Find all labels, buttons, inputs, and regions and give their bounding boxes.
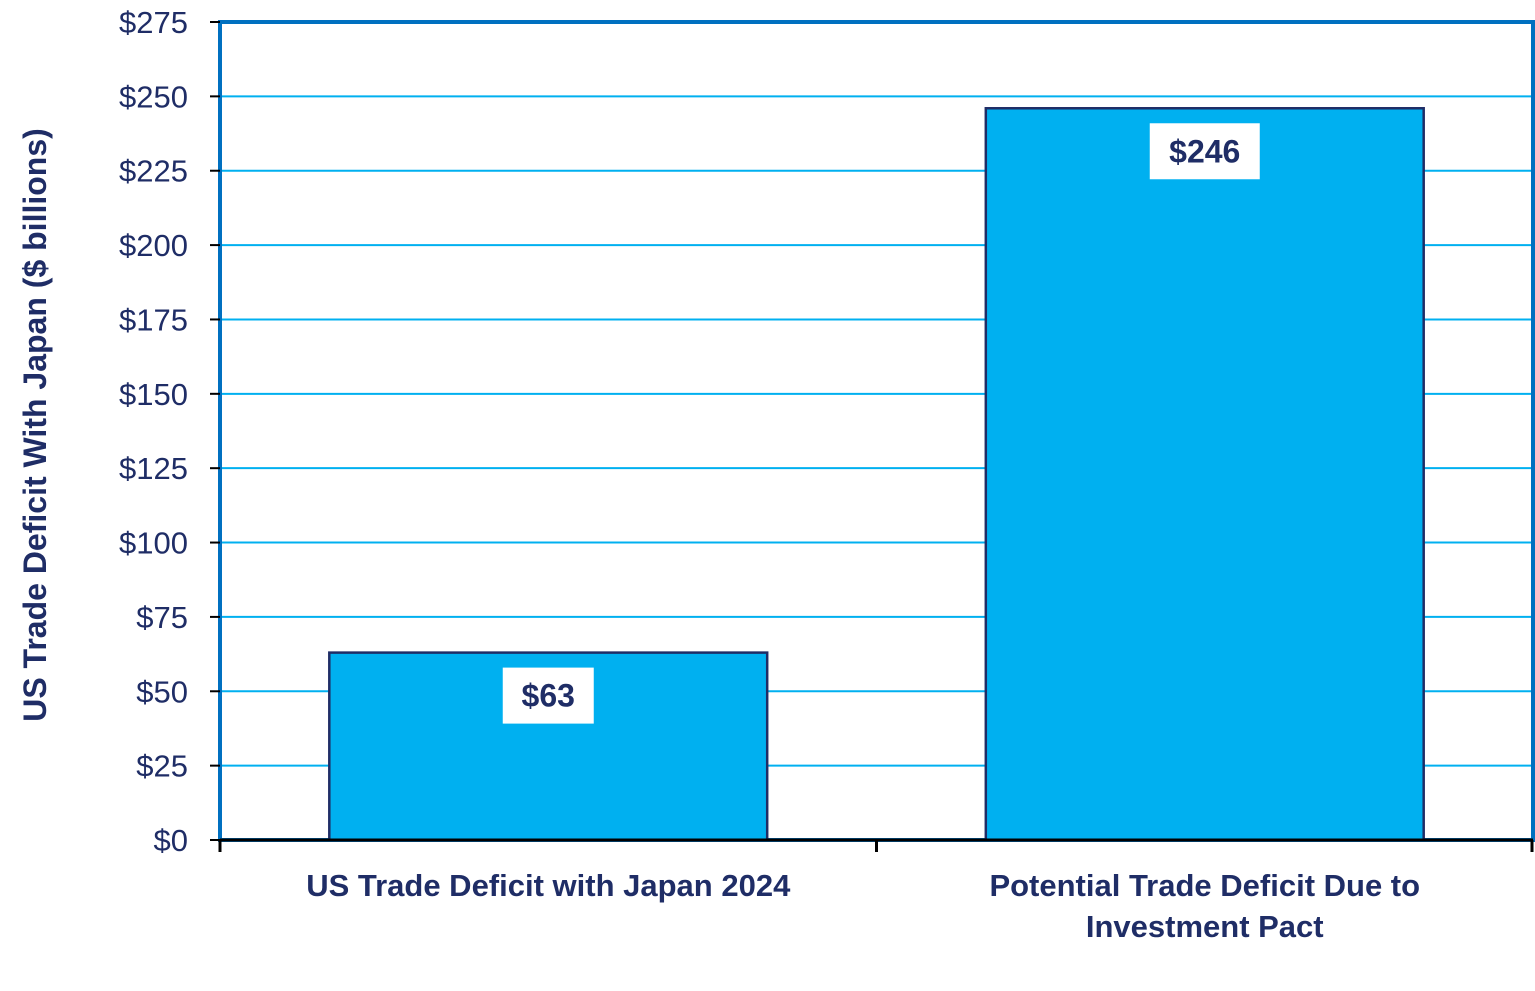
y-tick-label: $225 (119, 154, 188, 189)
x-category-label-line: Potential Trade Deficit Due to (989, 868, 1420, 903)
x-category-label-line: US Trade Deficit with Japan 2024 (306, 868, 791, 903)
y-tick-label: $0 (154, 823, 188, 858)
y-tick-label: $175 (119, 302, 188, 337)
y-tick-label: $100 (119, 526, 188, 561)
y-axis-ticks (210, 21, 220, 841)
y-tick-label: $150 (119, 377, 188, 412)
y-tick-label: $250 (119, 79, 188, 114)
y-tick-label: $275 (119, 5, 188, 40)
y-tick-label: $200 (119, 228, 188, 263)
x-axis-category-labels: US Trade Deficit with Japan 2024 Potentia… (306, 868, 1420, 944)
data-label: $63 (522, 678, 575, 714)
data-labels: $63 $246 (502, 123, 1260, 724)
data-label-box (1149, 123, 1260, 180)
y-tick-label: $50 (136, 674, 188, 709)
x-category-label-line: Investment Pact (1086, 909, 1324, 944)
data-label: $246 (1169, 133, 1240, 169)
bars (328, 107, 1425, 842)
bar (984, 107, 1425, 842)
y-axis-tick-labels: $0 $25 $50 $75 $100 $125 $150 $175 $200 $225 $250 $… (119, 5, 188, 858)
x-category-label: Potential Trade Deficit Due to Investment… (989, 868, 1420, 944)
y-tick-label: $25 (136, 749, 188, 784)
y-axis-title: US Trade Deficit With Japan ($ billions) (17, 128, 53, 722)
x-axis-ticks (218, 840, 1534, 852)
data-label-box (502, 667, 594, 724)
y-tick-label: $125 (119, 451, 188, 486)
x-category-label: US Trade Deficit with Japan 2024 (306, 868, 791, 903)
y-tick-label: $75 (136, 600, 188, 635)
